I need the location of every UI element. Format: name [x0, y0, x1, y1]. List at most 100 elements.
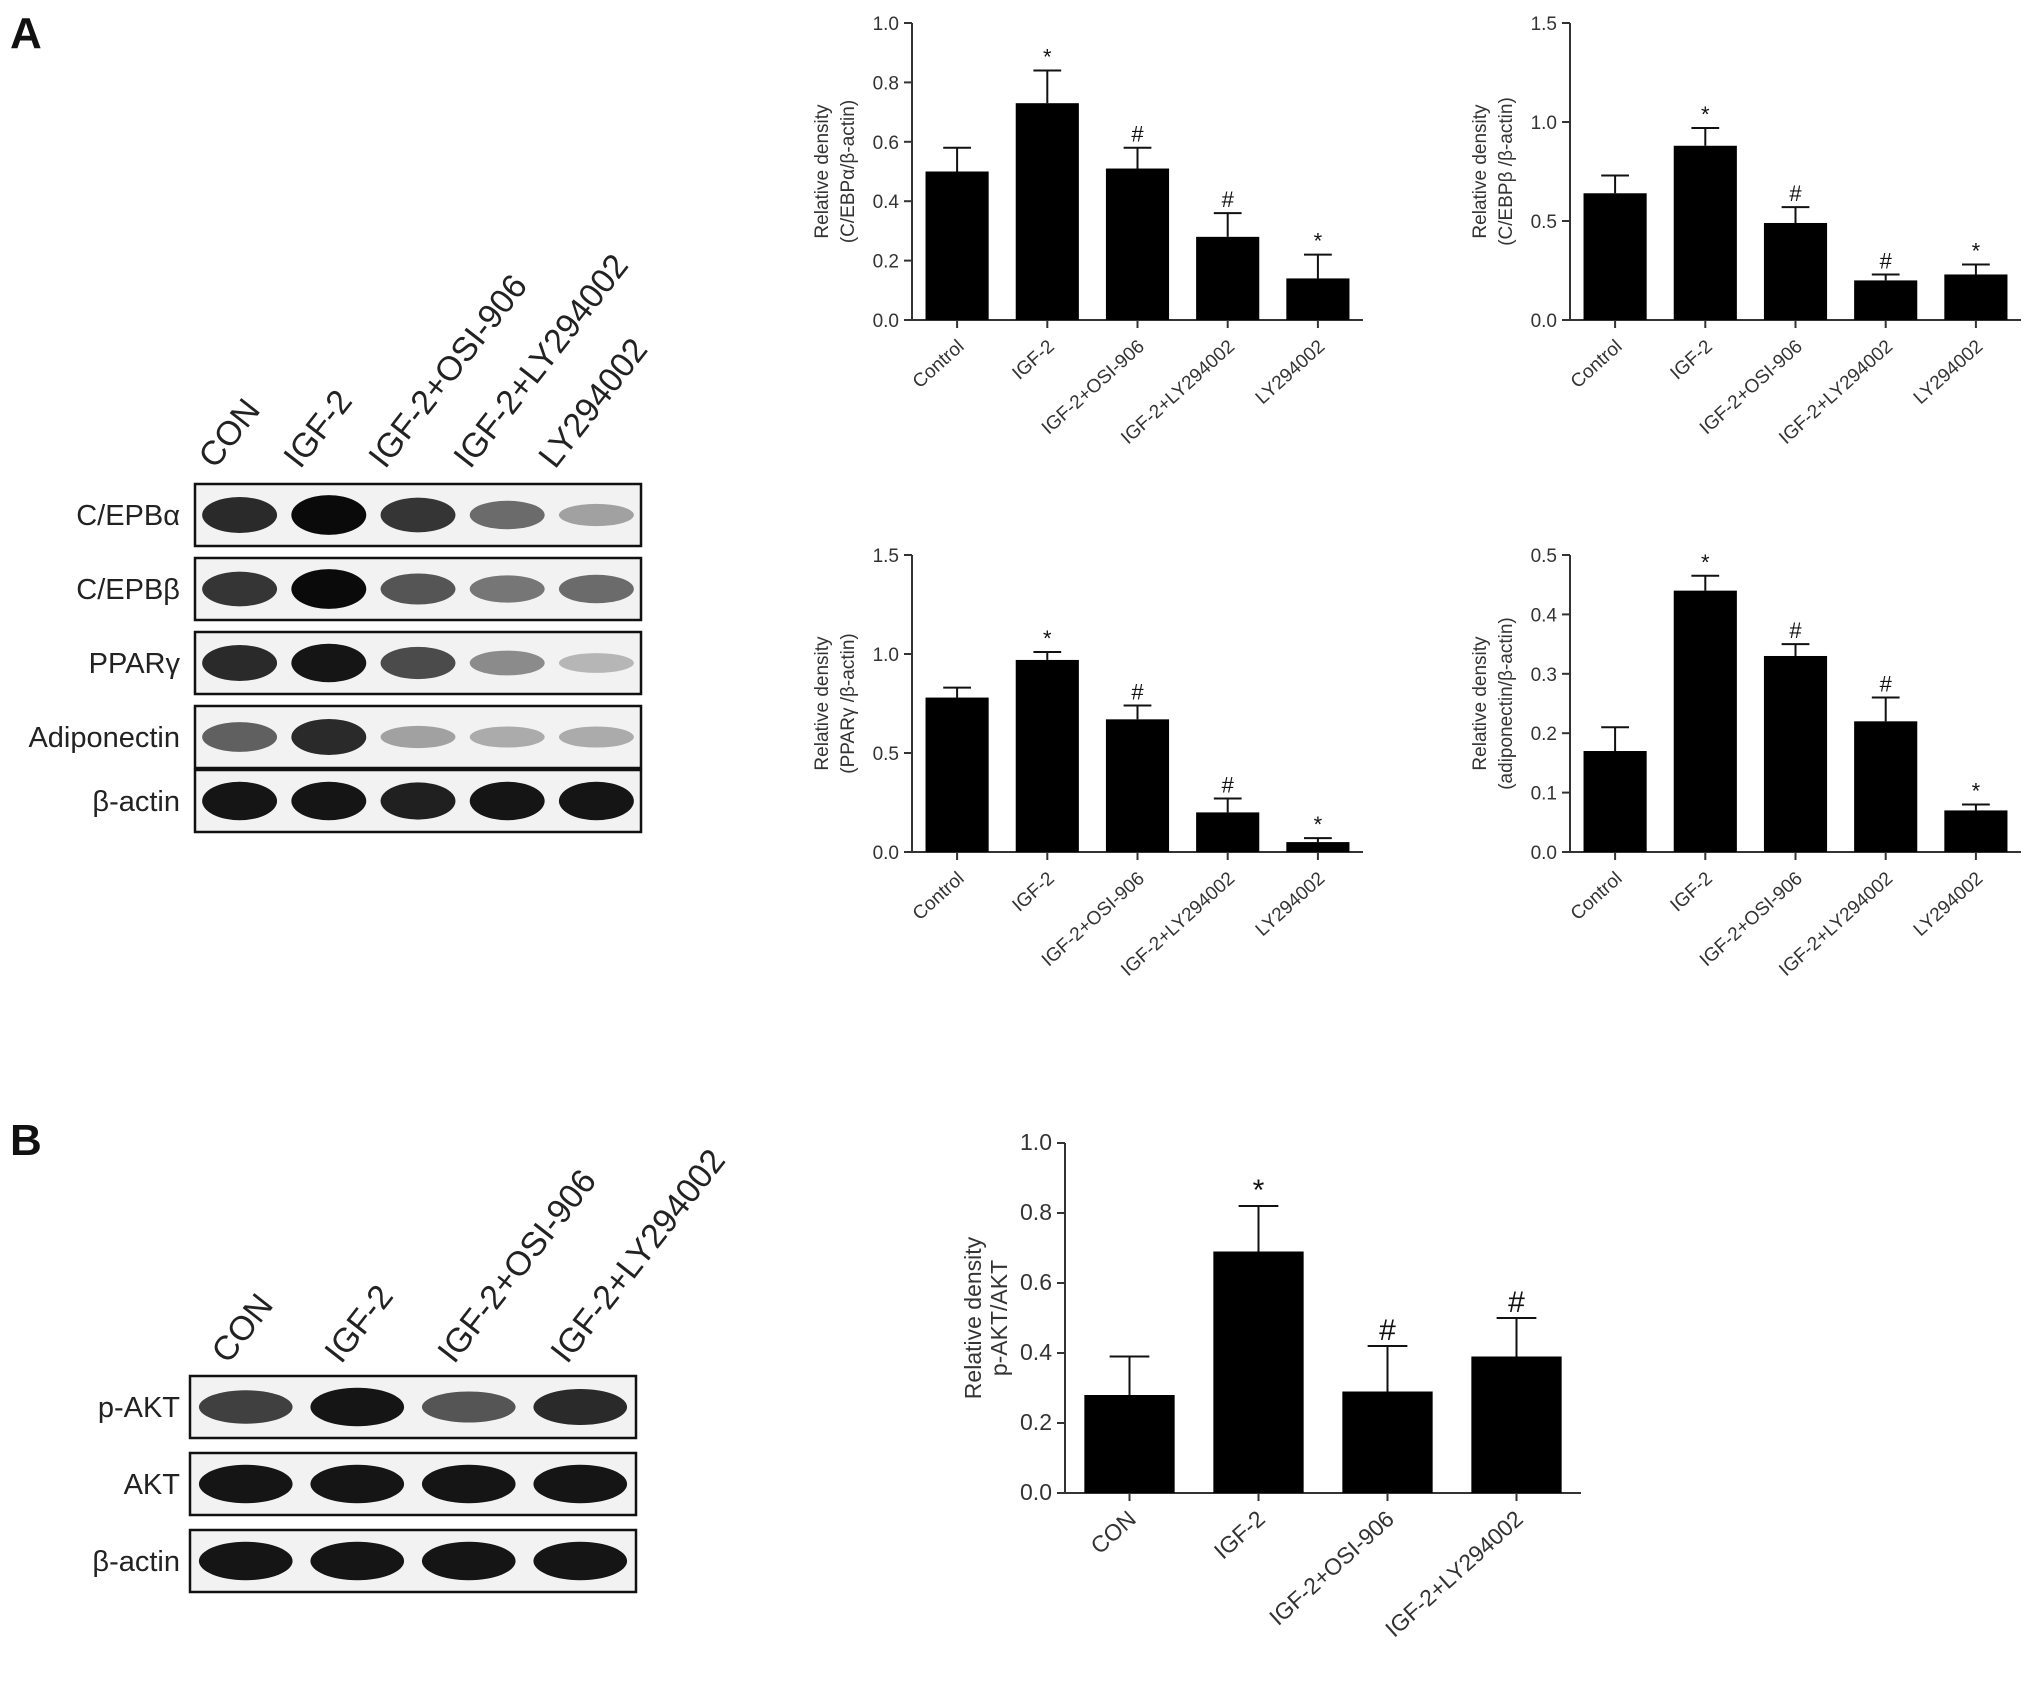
bar: [1286, 842, 1350, 852]
blot-row-label: p-AKT: [98, 1392, 180, 1424]
y-tick-label: 1.5: [1531, 14, 1557, 35]
blot-band: [469, 575, 545, 603]
y-tick-label: 1.5: [873, 546, 899, 567]
blot-row-label: Adiponectin: [28, 722, 180, 754]
blot-lane-label: IGF-2: [317, 1278, 400, 1370]
y-tick-label: 0.8: [873, 73, 899, 94]
x-tick-label: IGF-2: [1009, 868, 1059, 916]
blot-band: [558, 781, 634, 821]
significance-mark: #: [1880, 248, 1893, 273]
y-tick-label: 0.4: [1531, 605, 1558, 626]
blot-row: AKT: [124, 1451, 638, 1517]
blot-band: [469, 500, 545, 530]
blot-row: β-actin: [92, 1528, 638, 1594]
blot-row: β-actin: [92, 768, 643, 834]
blot-row-label: PPARγ: [89, 648, 181, 680]
x-tick-label: Control: [909, 868, 969, 925]
blot-band: [380, 782, 456, 820]
blot-band: [558, 653, 634, 673]
bar-charts: 0.0 0.2 0.4 0.6 0.8 1.0 Relative density (C/EBP…: [812, 14, 2021, 1642]
blot-band: [380, 725, 456, 749]
blot-band: [202, 722, 278, 752]
y-tick-label: 0.0: [1531, 311, 1557, 332]
y-tick-label: 0.5: [873, 744, 899, 765]
y-tick-label: 0.5: [1531, 212, 1557, 233]
blot-band: [202, 497, 278, 533]
y-tick-label: 0.6: [1020, 1269, 1052, 1295]
y-axis-label-line: p-AKT/AKT: [986, 1260, 1012, 1376]
y-axis-label-line: (PPARγ /β-actin): [838, 633, 859, 773]
x-tick-label: IGF-2: [1667, 868, 1717, 916]
significance-mark: *: [1043, 45, 1052, 70]
blot-row: C/EPBα: [76, 482, 643, 548]
x-tick-label: IGF-2+OSI-906: [1264, 1505, 1399, 1630]
significance-mark: *: [1701, 550, 1710, 575]
y-tick-label: 1.0: [1531, 113, 1557, 134]
blot-band: [421, 1391, 516, 1423]
y-tick-label: 0.2: [873, 252, 899, 273]
x-tick-label: LY294002: [1910, 868, 1987, 941]
significance-mark: #: [1222, 773, 1235, 798]
blot-band: [558, 574, 634, 604]
y-axis-label-line: Relative density: [960, 1236, 986, 1399]
bar: [1763, 655, 1828, 852]
significance-mark: *: [1314, 812, 1323, 837]
bar: [1213, 1251, 1304, 1493]
y-tick-label: 0.8: [1020, 1199, 1052, 1225]
bar: [1286, 278, 1350, 320]
blot-band: [310, 1387, 405, 1427]
blot-band: [533, 1389, 628, 1425]
y-tick-label: 0.4: [1020, 1339, 1052, 1365]
blot-band: [421, 1464, 516, 1504]
blot-band: [469, 650, 545, 676]
bar-chart: 0.0 0.1 0.2 0.3 0.4 0.5 Relative density (adipo…: [1470, 546, 2021, 981]
y-tick-label: 0.0: [873, 311, 899, 332]
significance-mark: #: [1222, 187, 1235, 212]
blot-row: Adiponectin: [28, 704, 643, 770]
blot-band: [291, 719, 367, 755]
blot-row-label: C/EPBα: [76, 500, 180, 532]
x-tick-label: LY294002: [1252, 868, 1329, 941]
blot-band: [380, 646, 456, 680]
blot-band: [202, 781, 278, 821]
significance-mark: *: [1253, 1174, 1265, 1207]
significance-mark: *: [1314, 229, 1323, 254]
blot-band: [198, 1390, 293, 1424]
bar-chart: 0.0 0.5 1.0 1.5 Relative density (PPARγ /β-ac…: [812, 546, 1363, 981]
blot-lane-label: IGF-2: [276, 383, 359, 475]
significance-mark: *: [1701, 102, 1710, 127]
x-tick-label: IGF-2: [1009, 336, 1059, 384]
significance-mark: #: [1131, 679, 1144, 704]
y-tick-label: 0.5: [1531, 546, 1557, 567]
blot-band: [291, 495, 367, 535]
bar: [1854, 280, 1918, 320]
bar: [1015, 103, 1079, 320]
significance-mark: #: [1789, 181, 1802, 206]
y-axis-label-line: (C/EBPβ /β-actin): [1496, 97, 1517, 246]
bar: [1196, 812, 1260, 852]
y-tick-label: 0.3: [1531, 665, 1557, 686]
x-tick-label: IGF-2+LY294002: [1380, 1505, 1528, 1642]
y-axis-label-line: (adiponectin/β-actin): [1496, 617, 1517, 790]
y-tick-label: 0.6: [873, 133, 899, 154]
significance-mark: *: [1972, 239, 1981, 264]
bar: [1944, 810, 2008, 852]
y-axis-label-line: Relative density: [812, 104, 833, 239]
blot-band: [380, 573, 456, 605]
bar: [1105, 719, 1170, 852]
y-tick-label: 1.0: [873, 14, 899, 35]
bar-chart: 0.0 0.5 1.0 1.5 Relative density (C/EBPβ /β-a…: [1470, 14, 2021, 449]
western-blots: CON IGF-2 IGF-2+OSI-906IGF-2+LY294002LY294…: [28, 247, 733, 1594]
blot-row-label: AKT: [124, 1469, 181, 1501]
y-tick-label: 0.0: [873, 843, 899, 864]
panel-label-a: A: [10, 9, 42, 58]
significance-mark: #: [1880, 672, 1893, 697]
blot-row: p-AKT: [98, 1374, 638, 1440]
bar: [1944, 274, 2008, 320]
x-tick-label: Control: [1567, 868, 1627, 925]
bar: [925, 171, 989, 320]
y-tick-label: 0.2: [1531, 724, 1557, 745]
y-axis-label: Relative density p-AKT/AKT: [960, 1236, 1012, 1399]
x-tick-label: Control: [909, 336, 969, 393]
bar: [1583, 193, 1647, 320]
